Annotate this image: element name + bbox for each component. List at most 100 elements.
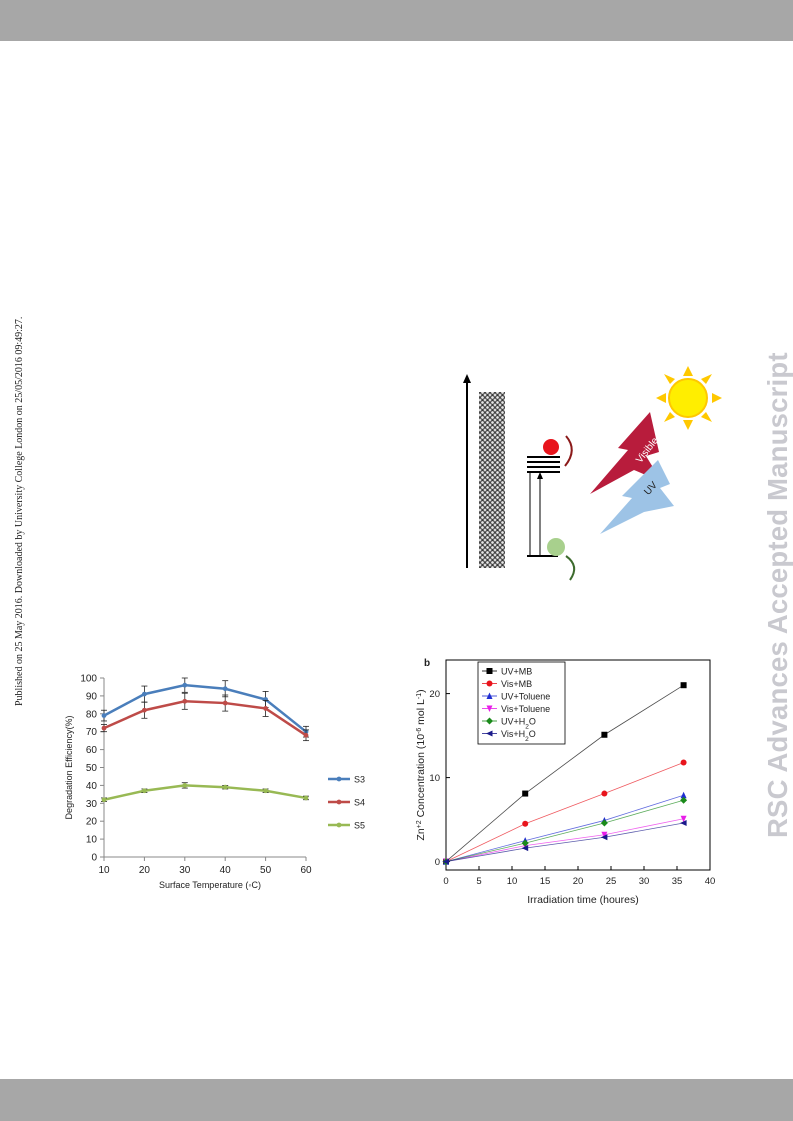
data-point-UV+MB — [601, 731, 608, 738]
series-line-UV+H2O — [445, 799, 684, 862]
x-tick-label: 10 — [507, 876, 518, 887]
data-point-UV+H2O — [600, 819, 608, 827]
y-tick-label: 60 — [86, 745, 98, 756]
y-tick-label: 20 — [86, 817, 98, 828]
legend-marker-Vis+Toluene — [486, 705, 493, 712]
legend-marker-Vis+H2O — [486, 730, 493, 737]
data-point-S3 — [101, 713, 107, 718]
data-point-Vis+Toluene — [601, 831, 608, 839]
series-line-Vis+Toluene — [445, 818, 684, 862]
y-tick-label: 10 — [86, 835, 98, 846]
data-point-S5 — [101, 797, 107, 803]
data-point-S5 — [263, 788, 268, 794]
x-tick-label: 0 — [443, 876, 448, 887]
data-point-Vis+MB — [522, 820, 529, 827]
data-point-Vis+H2O — [600, 834, 608, 841]
y-tick-label: 50 — [86, 763, 98, 774]
series-line-UV+MB — [445, 684, 684, 862]
series-line-Vis+H2O — [445, 822, 684, 862]
x-tick-label: 30 — [639, 876, 650, 887]
y-tick-label: 0 — [91, 853, 97, 864]
x-tick-label: 40 — [220, 865, 232, 876]
x-tick-label: 5 — [476, 876, 481, 887]
electron-dot — [543, 439, 559, 455]
legend-marker — [336, 799, 342, 805]
data-point-S3 — [222, 686, 228, 692]
x-tick-label: 30 — [179, 865, 191, 876]
data-point-S3 — [182, 682, 188, 688]
semiconductor-block — [479, 392, 505, 568]
y-axis-title: Degradation Efficiency(%) — [64, 716, 74, 820]
data-point-S5 — [222, 784, 228, 790]
x-tick-label: 35 — [672, 876, 683, 887]
legend-label-UV+Toluene: UV+Toluene — [501, 692, 550, 702]
legend-label-S4: S4 — [354, 798, 365, 808]
uv-bolt — [600, 460, 674, 534]
legend-box — [477, 661, 566, 745]
hole-dot — [547, 538, 565, 556]
x-tick-label: 20 — [573, 876, 584, 887]
legend-marker-UV+Toluene — [486, 692, 493, 699]
data-point-Vis+H2O — [521, 845, 529, 852]
zn-concentration-chart: b 0 10 20 0 5 10 15 20 25 30 35 40 Irradiation time (… — [415, 658, 716, 906]
series-line-UV+Toluene — [445, 794, 684, 862]
uv-label: UV — [642, 480, 660, 498]
y-tick-label: 80 — [86, 709, 98, 720]
conduction-band-lines — [527, 456, 560, 473]
series-line-Vis+MB — [445, 762, 684, 862]
footer-bar — [0, 1079, 793, 1121]
publication-note: Published on 25 May 2016. Downloaded by … — [14, 316, 25, 706]
legend-label-S5: S5 — [354, 821, 365, 831]
legend-label-Vis+MB: Vis+MB — [501, 679, 532, 689]
data-point-S4 — [142, 707, 147, 713]
x-axis-title: Irradiation time (houres) — [527, 894, 638, 906]
y-tick-label: 10 — [429, 773, 440, 784]
panel-label: b — [424, 658, 430, 669]
data-point-S4 — [222, 700, 228, 706]
y-tick-label: 70 — [86, 727, 98, 738]
y-tick-label: 100 — [80, 674, 97, 685]
x-tick-label: 20 — [139, 865, 151, 876]
x-tick-label: 40 — [705, 876, 716, 887]
data-point-UV+MB — [680, 682, 687, 689]
x-axis-title: Surface Temperature (◦C) — [159, 880, 261, 890]
data-point-S5 — [182, 783, 188, 788]
y-tick-label: 30 — [86, 799, 98, 810]
legend-label-S3: S3 — [354, 775, 365, 785]
y-tick-label: 90 — [86, 691, 98, 702]
y-axis-title: Zn+2 Concentration (10-6 mol L-1) — [415, 689, 427, 840]
data-point-Vis+Toluene — [680, 815, 687, 823]
data-point-Vis+H2O — [680, 819, 687, 826]
data-point-Vis+H2O — [442, 858, 449, 865]
y-tick-label: 0 — [435, 857, 440, 868]
data-point-Vis+MB — [601, 790, 608, 797]
journal-watermark: RSC Advances Accepted Manuscript — [762, 352, 793, 838]
x-tick-label: 10 — [98, 865, 110, 876]
visible-label: Visible — [634, 435, 661, 465]
legend-marker — [336, 776, 342, 782]
x-tick-label: 50 — [260, 865, 272, 876]
data-point-S4 — [303, 732, 309, 738]
data-point-S4 — [101, 725, 107, 731]
data-point-S3 — [142, 691, 147, 697]
series-line-S5 — [103, 784, 307, 801]
y-tick-label: 20 — [429, 689, 440, 700]
data-point-S4 — [182, 698, 188, 704]
y-tick-label: 40 — [86, 781, 98, 792]
sun-icon — [656, 366, 722, 430]
legend-marker-UV+MB — [486, 668, 493, 674]
x-tick-label: 15 — [540, 876, 551, 887]
data-point-UV+Toluene — [680, 791, 687, 799]
legend-label-Vis+Toluene: Vis+Toluene — [501, 704, 550, 714]
data-point-UV+H2O — [521, 839, 529, 847]
header-bar — [0, 0, 793, 41]
x-tick-label: 60 — [300, 865, 312, 876]
data-point-S5 — [142, 788, 147, 794]
arrow-head — [463, 374, 471, 383]
series-line-S3 — [103, 683, 307, 733]
data-point-UV+H2O — [680, 796, 688, 804]
legend-label-UV+MB: UV+MB — [501, 667, 532, 677]
legend-marker-Vis+MB — [486, 680, 493, 687]
